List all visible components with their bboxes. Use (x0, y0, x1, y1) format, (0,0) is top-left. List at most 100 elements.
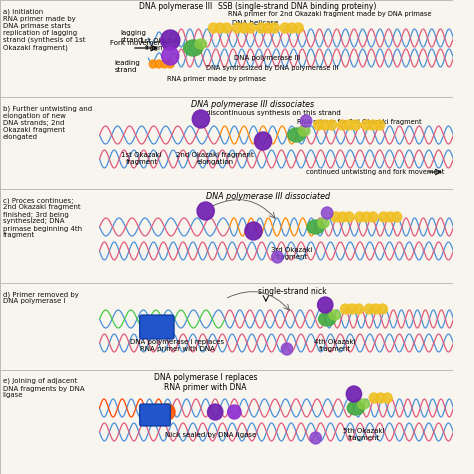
Circle shape (301, 115, 312, 127)
Circle shape (371, 304, 381, 314)
Text: c) Proces continues;
2nd Okazaki fragment
finished; 3rd being
synthesized; DNA
p: c) Proces continues; 2nd Okazaki fragmen… (3, 197, 82, 238)
Text: DNA polymerase III dissociates: DNA polymerase III dissociates (191, 100, 314, 109)
Circle shape (197, 202, 214, 220)
Circle shape (161, 30, 180, 50)
Circle shape (378, 304, 387, 314)
Circle shape (245, 222, 262, 240)
Text: 1st Okazaki
fragment: 1st Okazaki fragment (140, 38, 181, 51)
Circle shape (365, 304, 374, 314)
Circle shape (294, 23, 303, 33)
Circle shape (239, 23, 249, 33)
Ellipse shape (307, 220, 324, 234)
FancyBboxPatch shape (140, 315, 174, 339)
Ellipse shape (319, 312, 336, 326)
Circle shape (192, 110, 210, 128)
Circle shape (340, 304, 350, 314)
Circle shape (362, 212, 371, 222)
Circle shape (392, 212, 402, 222)
Ellipse shape (358, 399, 369, 409)
Circle shape (149, 60, 157, 68)
Circle shape (310, 432, 321, 444)
Circle shape (337, 212, 347, 222)
Circle shape (162, 47, 179, 65)
Circle shape (369, 393, 379, 403)
Text: 5th Okazaki
fragment: 5th Okazaki fragment (343, 428, 384, 441)
Text: DNA polymerase I replaces
RNA primer with DNA: DNA polymerase I replaces RNA primer wit… (130, 339, 224, 352)
Circle shape (327, 120, 337, 130)
Text: continued untwisting and fork movement: continued untwisting and fork movement (306, 169, 445, 175)
Circle shape (355, 212, 365, 222)
Circle shape (161, 60, 168, 68)
Circle shape (354, 304, 364, 314)
Circle shape (376, 393, 385, 403)
Circle shape (375, 120, 384, 130)
Circle shape (383, 393, 392, 403)
Text: b) Further untwisting and
elongation of new
DNA strands; 2nd
Okazaki fragment
el: b) Further untwisting and elongation of … (3, 105, 92, 139)
Text: Fork movement: Fork movement (110, 40, 165, 46)
Circle shape (287, 23, 297, 33)
Circle shape (166, 60, 174, 68)
Circle shape (344, 212, 354, 222)
Circle shape (351, 120, 361, 130)
Ellipse shape (347, 401, 365, 415)
Text: DNA polymerase III: DNA polymerase III (234, 55, 301, 61)
Circle shape (255, 132, 272, 150)
Circle shape (321, 207, 333, 219)
Circle shape (272, 251, 283, 263)
Text: leading
strand: leading strand (115, 60, 140, 73)
Circle shape (314, 120, 323, 130)
Circle shape (347, 304, 357, 314)
Circle shape (232, 23, 242, 33)
Text: SSB (single-strand DNA binding proteiny): SSB (single-strand DNA binding proteiny) (218, 2, 376, 11)
Circle shape (246, 23, 255, 33)
Circle shape (215, 23, 225, 33)
Circle shape (280, 23, 290, 33)
Circle shape (368, 212, 378, 222)
Text: RNA primer for 2nd Okazaki fragment made by DNA primase: RNA primer for 2nd Okazaki fragment made… (228, 11, 431, 17)
Circle shape (318, 297, 333, 313)
Text: DNA synthesized by DNA polymerase III: DNA synthesized by DNA polymerase III (206, 65, 338, 71)
Text: single-strand nick: single-strand nick (258, 287, 327, 296)
Ellipse shape (329, 310, 340, 320)
Text: d) Primer removed by
DNA polymerase I: d) Primer removed by DNA polymerase I (3, 291, 79, 304)
Circle shape (155, 60, 163, 68)
Circle shape (209, 23, 218, 33)
Text: RNA primer for 3rd Okazaki fragment: RNA primer for 3rd Okazaki fragment (297, 119, 421, 125)
Circle shape (385, 212, 395, 222)
Text: 2nd Okazaki fragment
elongation: 2nd Okazaki fragment elongation (176, 152, 254, 165)
Circle shape (362, 120, 371, 130)
Circle shape (160, 404, 175, 420)
Circle shape (346, 386, 362, 402)
Ellipse shape (318, 218, 329, 228)
Circle shape (320, 120, 330, 130)
Circle shape (270, 23, 279, 33)
Text: a) Initiation
RNA primer made by
DNA primase starts
replication of lagging
stran: a) Initiation RNA primer made by DNA pri… (3, 8, 85, 51)
Circle shape (281, 343, 293, 355)
Circle shape (263, 23, 273, 33)
Circle shape (331, 212, 340, 222)
Circle shape (208, 404, 223, 420)
Text: discontinuous synthesis on this strand: discontinuous synthesis on this strand (206, 110, 340, 116)
Circle shape (256, 23, 266, 33)
Circle shape (379, 212, 388, 222)
Circle shape (228, 405, 241, 419)
Text: DNA polymerase III dissociated: DNA polymerase III dissociated (206, 192, 330, 201)
Text: e) Joining of adjacent
DNA fragments by DNA
ligase: e) Joining of adjacent DNA fragments by … (3, 378, 84, 399)
Text: Nick sealed by DNA ligase: Nick sealed by DNA ligase (165, 432, 256, 438)
Text: 3rd Okazaki
fragment: 3rd Okazaki fragment (271, 247, 312, 260)
Circle shape (337, 120, 347, 130)
Ellipse shape (183, 40, 203, 56)
Ellipse shape (195, 39, 207, 49)
Text: 1st Okazaki
fragment: 1st Okazaki fragment (121, 152, 162, 165)
Ellipse shape (299, 126, 310, 136)
Circle shape (344, 120, 354, 130)
Text: 4th Okazaki
fragment: 4th Okazaki fragment (314, 339, 356, 352)
Text: DNA helicase: DNA helicase (232, 20, 279, 26)
Text: DNA polymerase III: DNA polymerase III (139, 2, 212, 11)
Text: RNA primer made by primase: RNA primer made by primase (167, 76, 266, 82)
Ellipse shape (288, 128, 305, 142)
Text: DNA polymerase I replaces
RNA primer with DNA: DNA polymerase I replaces RNA primer wit… (154, 373, 257, 392)
Circle shape (368, 120, 378, 130)
FancyBboxPatch shape (140, 404, 170, 426)
Text: lagging
strand: lagging strand (120, 30, 146, 43)
